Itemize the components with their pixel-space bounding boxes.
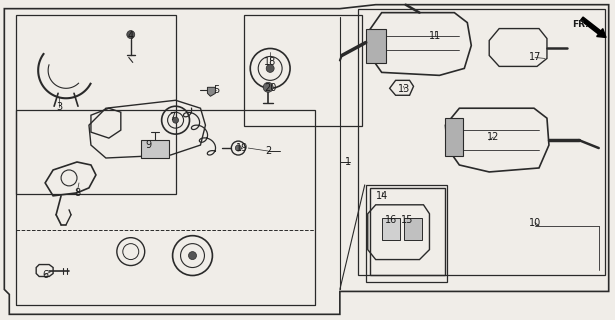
Bar — [244, 15, 362, 126]
Text: 7: 7 — [170, 112, 176, 122]
Bar — [370, 188, 445, 276]
Bar — [366, 28, 386, 63]
Text: 13: 13 — [399, 84, 411, 94]
Text: 6: 6 — [42, 269, 48, 279]
Text: 17: 17 — [529, 52, 541, 62]
Text: 12: 12 — [487, 132, 499, 142]
FancyArrow shape — [581, 17, 606, 37]
Text: 16: 16 — [384, 215, 397, 225]
Circle shape — [236, 145, 241, 151]
Circle shape — [173, 117, 178, 123]
Polygon shape — [207, 87, 215, 96]
Text: 1: 1 — [345, 157, 351, 167]
Bar — [141, 140, 169, 158]
Text: 14: 14 — [376, 191, 388, 201]
Text: 19: 19 — [236, 143, 248, 153]
Text: 9: 9 — [146, 140, 152, 150]
Bar — [445, 118, 463, 156]
Bar — [403, 218, 421, 240]
Bar — [16, 15, 175, 194]
Bar — [366, 185, 447, 283]
Circle shape — [263, 82, 273, 92]
Text: 8: 8 — [74, 188, 80, 198]
Bar — [16, 230, 315, 305]
Bar — [382, 218, 400, 240]
Text: 2: 2 — [265, 146, 271, 156]
Text: 10: 10 — [529, 218, 541, 228]
Circle shape — [189, 252, 196, 260]
Circle shape — [127, 31, 135, 38]
Text: 20: 20 — [264, 83, 276, 93]
Text: FR.: FR. — [572, 20, 589, 29]
Bar — [358, 9, 605, 276]
Bar — [16, 110, 315, 305]
Circle shape — [266, 64, 274, 72]
Text: 5: 5 — [213, 85, 220, 95]
Text: 18: 18 — [264, 57, 276, 68]
Text: 3: 3 — [56, 102, 62, 112]
Text: 15: 15 — [402, 215, 414, 225]
Text: 4: 4 — [128, 30, 134, 41]
Text: 11: 11 — [429, 30, 442, 41]
